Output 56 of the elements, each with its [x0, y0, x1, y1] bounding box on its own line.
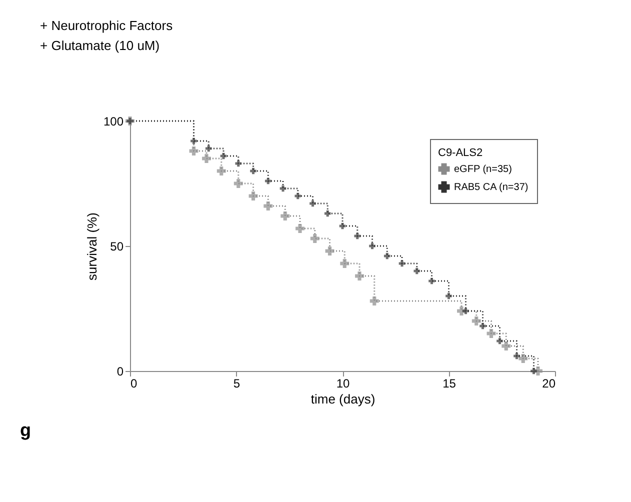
- point: [202, 154, 211, 163]
- legend-label: RAB5 CA (n=37): [454, 182, 528, 193]
- point: [480, 322, 486, 330]
- point: [234, 179, 243, 188]
- text: g: [20, 420, 31, 440]
- point: [189, 146, 198, 156]
- point: [280, 212, 290, 220]
- x-tick-label: 20: [542, 376, 556, 390]
- point: [462, 308, 469, 314]
- point: [248, 192, 258, 200]
- x-axis-title: time (days): [310, 392, 376, 406]
- point: [250, 168, 256, 174]
- point: [220, 152, 227, 160]
- point: [369, 242, 376, 250]
- point: [496, 338, 503, 344]
- text: + Neurotrophic Factors: [40, 18, 174, 33]
- point: [446, 292, 452, 300]
- point: [216, 166, 226, 176]
- point: [354, 232, 361, 240]
- point: [414, 268, 420, 274]
- point: [235, 160, 242, 167]
- point: [296, 224, 304, 233]
- x-tick-label: 10: [336, 376, 350, 390]
- text: + Glutamate (10 uM): [40, 38, 160, 53]
- point: [190, 138, 197, 144]
- point: [294, 192, 302, 200]
- point: [514, 352, 520, 360]
- point: [324, 210, 331, 217]
- point: [340, 259, 350, 268]
- point: [264, 202, 273, 210]
- x-tick-label: 15: [442, 376, 456, 390]
- x-tick-label: 5: [233, 376, 240, 390]
- point: [264, 178, 272, 184]
- point: [310, 200, 316, 207]
- point: [530, 368, 537, 374]
- legend-title: C9-ALS2: [438, 147, 483, 159]
- point: [205, 145, 212, 152]
- point: [339, 222, 346, 230]
- y-tick-label: 100: [103, 114, 124, 128]
- y-tick-label: 0: [116, 364, 124, 378]
- point: [325, 246, 334, 256]
- point: [370, 296, 379, 306]
- x-tick-label: 0: [130, 376, 138, 390]
- point: [518, 354, 528, 363]
- point: [428, 278, 435, 284]
- point: [472, 316, 481, 326]
- point: [398, 260, 406, 267]
- point: [355, 272, 364, 280]
- point: [310, 234, 320, 243]
- legend-label: eGFP (n=35): [454, 164, 512, 175]
- point: [486, 329, 496, 338]
- y-tick-label: 50: [110, 240, 124, 254]
- point: [384, 252, 390, 260]
- point: [280, 185, 286, 192]
- point: [502, 342, 511, 350]
- y-axis-title: survival (%): [84, 212, 100, 280]
